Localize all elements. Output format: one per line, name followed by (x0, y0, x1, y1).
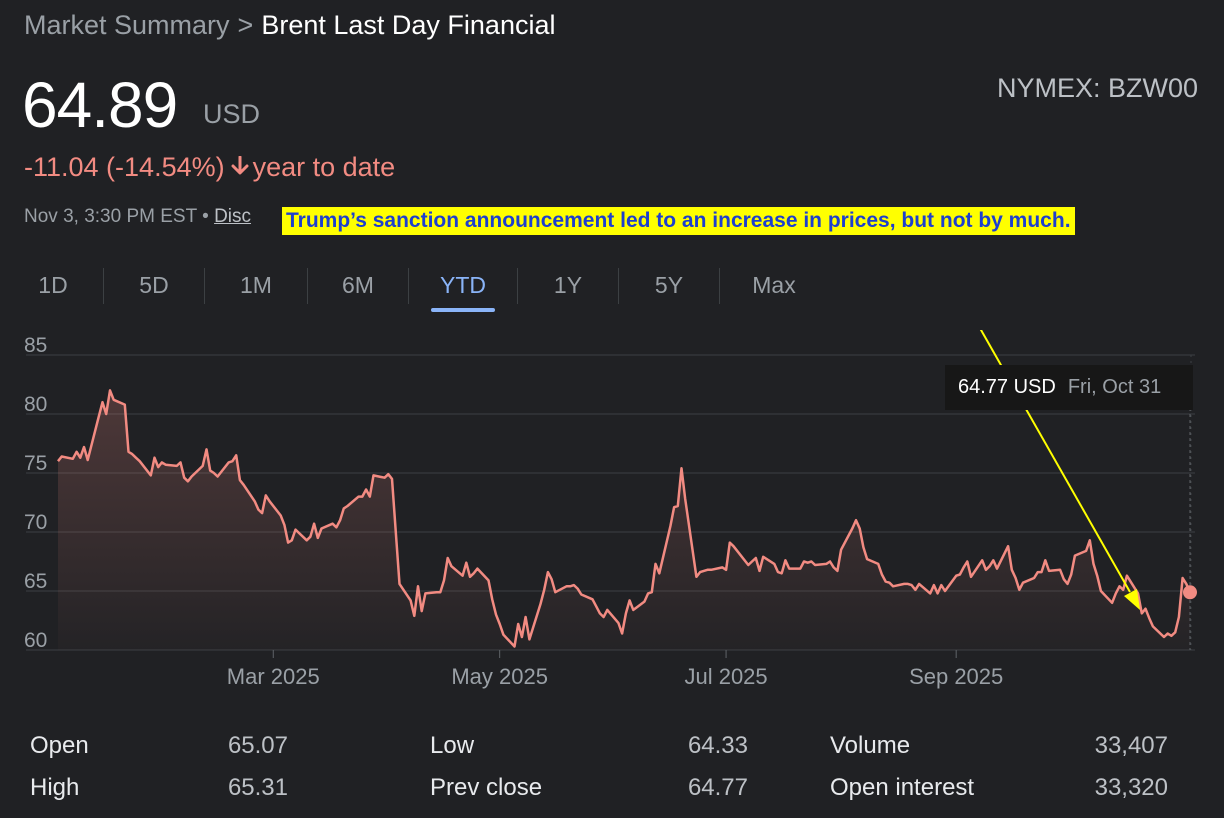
ticker-symbol: NYMEX: BZW00 (996, 73, 1198, 103)
stat-value-low: 64.33 (687, 732, 748, 759)
tab-divider (517, 268, 518, 304)
stat-label-prev-close: Prev close (430, 774, 543, 801)
stat-label-high: High (30, 774, 80, 801)
tab-5d[interactable]: 5D (139, 272, 169, 298)
annotation-callout: Trump’s sanction announcement led to an … (282, 207, 1075, 235)
tooltip-date: Fri, Oct 31 (1067, 376, 1162, 398)
quote-stats: Open 65.07 High 65.31 Low 64.33 Prev clo… (30, 726, 1180, 810)
tab-divider (204, 268, 205, 304)
quote-timestamp: Nov 3, 3:30 PM EST • Disc (24, 206, 251, 228)
chart-tooltip: 64.77 USD Fri, Oct 31 (945, 365, 1193, 410)
breadcrumb-current: Brent Last Day Financial (261, 10, 556, 40)
stat-value-high: 65.31 (227, 774, 288, 801)
tooltip-value: 64.77 USD (958, 376, 1056, 398)
y-tick-label: 85 (24, 334, 47, 357)
price-change-value: -11.04 (-14.54%) (24, 152, 225, 182)
tab-1y[interactable]: 1Y (553, 272, 583, 298)
tab-divider (719, 268, 720, 304)
tab-1d[interactable]: 1D (38, 272, 68, 298)
y-tick-label: 75 (24, 452, 47, 475)
price-currency: USD (203, 99, 261, 129)
range-tabs: 1D 5D 1M 6M YTD 1Y 5Y Max (20, 262, 828, 312)
x-tick-label: Jul 2025 (684, 664, 767, 689)
breadcrumb-separator: > (237, 10, 254, 40)
stat-label-low: Low (430, 732, 475, 759)
disclaimer-link[interactable]: Disc (214, 206, 252, 227)
tab-divider (618, 268, 619, 304)
price-area-fill (58, 390, 1190, 650)
breadcrumb: Market Summary > Brent Last Day Financial (24, 10, 555, 41)
tab-divider (307, 268, 308, 304)
tab-ytd[interactable]: YTD (409, 262, 517, 308)
annotation-arrow (979, 330, 1131, 593)
stat-value-prev-close: 64.77 (687, 774, 748, 801)
tab-divider (103, 268, 104, 304)
stat-label-open-interest: Open interest (830, 774, 975, 801)
y-tick-label: 70 (24, 511, 47, 534)
stat-label-open: Open (30, 732, 89, 759)
annotation-arrowhead (1124, 589, 1140, 610)
x-tick-label: May 2025 (451, 664, 548, 689)
y-tick-label: 60 (24, 629, 47, 652)
price-chart[interactable]: 60 65 70 75 80 85 Mar 2025 May 2025 Jul 2025 Sep… (0, 330, 1224, 700)
timestamp-text: Nov 3, 3:30 PM EST (24, 206, 197, 227)
stat-value-open: 65.07 (227, 732, 288, 759)
x-tick-label: Mar 2025 (227, 664, 320, 689)
breadcrumb-market-summary-link[interactable]: Market Summary (24, 10, 230, 40)
stat-label-volume: Volume (830, 732, 911, 759)
tab-1m[interactable]: 1M (240, 272, 272, 298)
price-series-line (57, 389, 1192, 648)
y-tick-label: 80 (24, 393, 47, 416)
current-price-dot (1183, 585, 1197, 600)
tab-max[interactable]: Max (752, 272, 796, 298)
price-change-period: year to date (252, 152, 396, 182)
x-tick-label: Sep 2025 (909, 664, 1003, 689)
price-change: -11.04 (-14.54%) year to date (24, 152, 395, 183)
stat-value-open-interest: 33,320 (1094, 774, 1168, 801)
tab-5y[interactable]: 5Y (654, 272, 684, 298)
timestamp-separator: • (202, 206, 209, 227)
current-price: 64.89 (22, 69, 178, 141)
tab-6m[interactable]: 6M (342, 272, 374, 298)
arrow-down-icon (231, 152, 249, 183)
stat-value-volume: 33,407 (1094, 732, 1168, 759)
y-tick-label: 65 (24, 570, 47, 593)
